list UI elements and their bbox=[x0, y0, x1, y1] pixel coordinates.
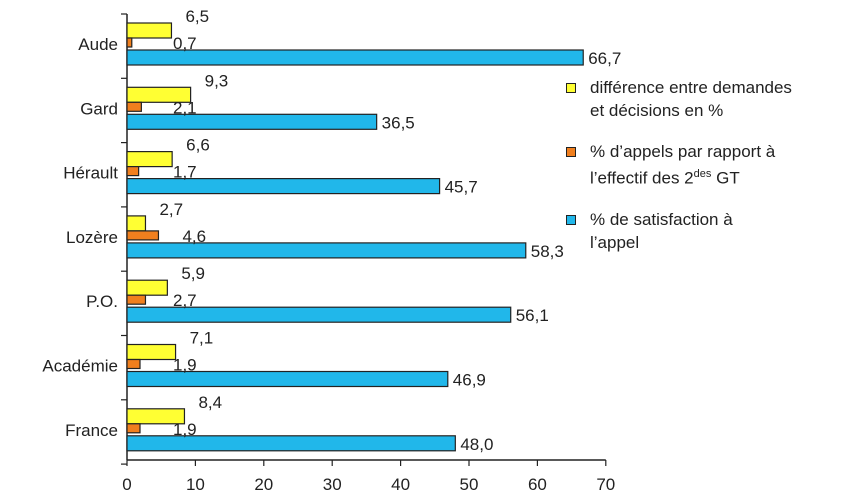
category-label: Lozère bbox=[66, 228, 118, 247]
x-tick-label: 10 bbox=[186, 475, 205, 494]
legend-label-line2: l’appel bbox=[590, 232, 640, 252]
bar-series-2 bbox=[126, 370, 449, 388]
bar-series-0 bbox=[126, 151, 173, 168]
data-labels: 6,5 0,7 66,7 9,3 2,1 36,5 6,6 1,7 45,7 2,7 4,6 58,3… bbox=[159, 7, 621, 454]
bar-series-2 bbox=[126, 435, 456, 452]
bar-series-1 bbox=[126, 230, 160, 241]
legend-label-line1: % d’appels par rapport à bbox=[590, 142, 776, 161]
bar-series-2 bbox=[126, 306, 512, 323]
bar-series-0 bbox=[126, 408, 186, 425]
legend-swatch-orange bbox=[566, 147, 576, 157]
data-label-satisfaction: 66,7 bbox=[588, 49, 621, 68]
category-label: P.O. bbox=[86, 292, 118, 311]
legend-label-line2: l’effectif des 2des GT bbox=[590, 168, 740, 188]
legend-label-line1: différence entre demandes bbox=[590, 78, 792, 97]
data-label-difference: 2,7 bbox=[159, 200, 183, 219]
x-tick-label: 0 bbox=[122, 475, 131, 494]
data-label-difference: 7,1 bbox=[190, 329, 214, 348]
bar-series-2 bbox=[126, 49, 584, 66]
data-label-appels: 2,7 bbox=[173, 291, 197, 310]
category-label: France bbox=[65, 421, 118, 440]
bar-series-0 bbox=[126, 215, 147, 232]
legend-item-difference: différence entre demandes et décisions e… bbox=[566, 76, 846, 122]
bar-series-0 bbox=[126, 22, 173, 39]
bar-series-1 bbox=[126, 423, 141, 434]
bar-series-2 bbox=[126, 242, 527, 259]
category-label: Aude bbox=[78, 35, 118, 54]
bar-series-1 bbox=[126, 294, 147, 305]
category-label: Hérault bbox=[63, 164, 118, 183]
x-tick-label: 70 bbox=[596, 475, 615, 494]
data-label-appels: 2,1 bbox=[173, 98, 197, 117]
bar-series-1 bbox=[126, 37, 133, 48]
legend-swatch-yellow bbox=[566, 83, 576, 93]
bars bbox=[126, 22, 584, 452]
data-label-satisfaction: 45,7 bbox=[445, 178, 478, 197]
data-label-difference: 8,4 bbox=[198, 393, 222, 412]
legend: différence entre demandes et décisions e… bbox=[566, 76, 846, 272]
data-label-difference: 6,6 bbox=[186, 136, 210, 155]
data-label-difference: 9,3 bbox=[205, 71, 229, 90]
bar-series-2 bbox=[126, 113, 378, 130]
bar-series-1 bbox=[126, 101, 142, 112]
legend-item-appels: % d’appels par rapport à l’effectif des … bbox=[566, 140, 846, 190]
data-label-satisfaction: 36,5 bbox=[382, 113, 415, 132]
data-label-satisfaction: 46,9 bbox=[453, 371, 486, 390]
data-label-appels: 1,9 bbox=[173, 420, 197, 439]
data-label-difference: 5,9 bbox=[181, 264, 205, 283]
x-tick-label: 20 bbox=[254, 475, 273, 494]
data-label-appels: 1,9 bbox=[173, 356, 197, 375]
legend-label-line2: et décisions en % bbox=[590, 101, 724, 120]
bar-series-0 bbox=[126, 343, 177, 361]
x-tick-label: 60 bbox=[528, 475, 547, 494]
axes: 0 10 20 30 40 50 60 70 Aude Gard Hérault Lozère P.O.… bbox=[42, 13, 615, 494]
bar-series-2 bbox=[126, 178, 441, 195]
data-label-satisfaction: 56,1 bbox=[516, 306, 549, 325]
data-label-satisfaction: 58,3 bbox=[531, 242, 564, 261]
data-label-appels: 0,7 bbox=[173, 34, 197, 53]
bar-series-0 bbox=[126, 86, 192, 103]
bar-series-0 bbox=[126, 279, 168, 296]
data-label-satisfaction: 48,0 bbox=[460, 435, 493, 454]
legend-item-satisfaction: % de satisfaction à l’appel bbox=[566, 208, 846, 254]
bar-series-1 bbox=[126, 166, 140, 177]
data-label-appels: 4,6 bbox=[182, 227, 206, 246]
x-tick-label: 40 bbox=[391, 475, 410, 494]
data-label-appels: 1,7 bbox=[173, 163, 197, 182]
category-label: Académie bbox=[42, 357, 118, 376]
category-label: Gard bbox=[80, 99, 118, 118]
x-tick-label: 30 bbox=[323, 475, 342, 494]
legend-label-line1: % de satisfaction à bbox=[590, 209, 733, 229]
legend-swatch-blue bbox=[566, 214, 576, 225]
bar-series-1 bbox=[126, 358, 141, 370]
data-label-difference: 6,5 bbox=[185, 7, 209, 26]
x-tick-label: 50 bbox=[460, 475, 479, 494]
